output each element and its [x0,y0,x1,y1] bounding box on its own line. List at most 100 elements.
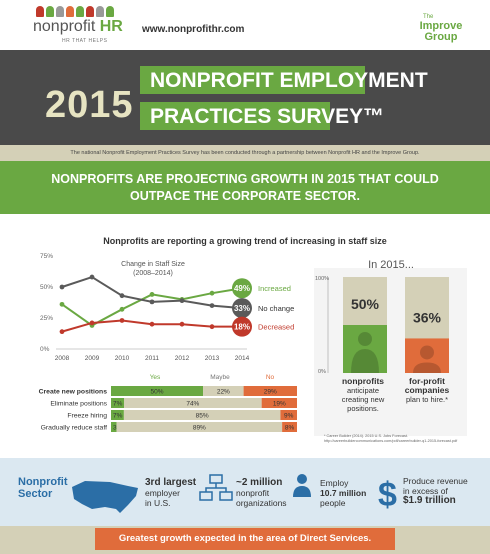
y-tick-label: 0% [40,346,50,353]
stacked-bar-segment [111,410,124,420]
stat2-c: organizations [236,498,287,508]
stat4-a: Produce revenue [403,476,468,486]
bar-value-label: 50% [351,296,380,312]
np-caption-3: positions. [347,404,379,413]
stacked-bar-segment [111,398,125,408]
bar-row-label: Freeze hiring [67,413,107,420]
stat-employer: 3rd largest employer in U.S. [145,477,197,509]
x-tick-label: 2009 [85,355,100,362]
stacked-bar-segment [203,386,244,396]
value-bar [405,338,449,373]
stat1-b: employer [145,488,180,498]
header: nonprofit HR HR THAT HELPS www.nonprofit… [0,0,490,50]
stat-revenue: Produce revenue in excess of $1.9 trilli… [403,476,468,506]
x-tick-label: 2010 [115,355,130,362]
bar-segment-label: 8% [285,425,295,432]
title-line-2: PRACTICES SURVEY™ [140,102,384,130]
people-icons [36,6,114,18]
bar-segment-label: 9% [284,413,294,420]
footnote: * Career Builder (2014). 2015 U.S. Jobs … [324,434,458,443]
end-value-bubble [232,278,252,299]
forprofit-caption: for-profit companies plan to hire.* [398,376,456,405]
np-caption-bold: nonprofits [341,376,385,386]
stat2-b: nonprofit [236,488,270,498]
x-tick-label: 2008 [55,355,70,362]
nonprofit-hr-logo: nonprofit HR [33,18,123,36]
stacked-bar-segment [282,422,297,432]
data-point [179,321,185,327]
bar-segment-label: 19% [273,401,286,408]
stat1-a: 3rd largest [145,477,197,488]
stacked-bar-segment [116,422,283,432]
title-line-1: NONPROFIT EMPLOYMENT [140,66,428,94]
direct-services-banner: Greatest growth expected in the area of … [95,528,395,550]
website-url[interactable]: www.nonprofithr.com [142,24,245,35]
logo-left: nonprofit [33,18,96,35]
partner-the: The [423,14,434,20]
stat2-a: ~2 million [236,477,283,488]
bar-segment-label: 74% [186,401,199,408]
end-value-label: 18% [234,323,250,332]
stacked-bar-segment [111,422,117,432]
data-point [119,293,125,299]
intro-text: The national Nonprofit Employment Practi… [0,145,490,161]
bar-segment-label: 29% [264,389,277,396]
y-tick-label: 25% [40,315,53,322]
data-point [149,299,155,305]
logo-right: HR [99,18,123,35]
stat3-b: 10.7 million [320,488,367,498]
bar-segment-label: 7% [113,413,123,420]
legend-label: No change [258,304,294,313]
bar-segment-label: 22% [217,389,230,396]
data-point [179,298,185,304]
fp-caption-bold-1: for-profit [409,376,445,386]
bar-segment-label: 85% [196,413,209,420]
in-2015-title: In 2015... [368,259,414,271]
bar-row-label: Eliminate positions [50,401,107,408]
bar-row-label: Gradually reduce staff [41,425,107,432]
bar-row-label: Create new positions [39,389,108,396]
bar-segment-label: 50% [151,389,164,396]
stat4-c: $1.9 trillion [403,495,456,506]
data-point [209,303,215,308]
line-chart-title: Change in Staff Size (2008–2014) [78,260,228,278]
x-tick-label: 2012 [175,355,190,362]
stat-employ: Employ 10.7 million people [320,478,366,508]
stat4-b: in excess of [403,486,448,496]
data-point [149,292,155,297]
person-silhouette-icon [351,349,379,373]
stat3-c: people [320,498,346,508]
line-chart-subtitle: (2008–2014) [133,270,173,277]
fp-caption-bold-2: companies [404,385,450,395]
data-point [59,329,65,335]
fp-caption-rest: plan to hire.* [405,395,449,404]
data-point [209,290,215,296]
bar-segment-label: 7% [113,401,123,408]
person-silhouette-icon [358,332,372,346]
improve-group-logo: Improve Group [419,20,463,43]
person-silhouette-icon [420,345,434,360]
data-point [59,301,65,307]
y-tick-label: 50% [40,284,53,291]
line-chart-title-text: Change in Staff Size [121,261,185,268]
person-silhouette-icon [413,362,441,373]
survey-year: 2015 [45,84,134,126]
in-2015-tick: 0% [318,369,326,375]
bar-header-label: No [266,374,275,381]
banner-line-1: NONPROFITS ARE PROJECTING GROWTH IN 2015… [51,172,439,186]
legend-label: Increased [258,284,291,293]
logo-tagline: HR THAT HELPS [62,38,108,44]
x-tick-label: 2013 [205,355,220,362]
np-caption-2: creating new [341,395,385,404]
stat1-c: in U.S. [145,498,171,508]
y-tick-label: 75% [40,253,53,260]
data-point [59,284,65,290]
bar-value-label: 36% [413,309,442,325]
banner-line-2: OUTPACE THE CORPORATE SECTOR. [130,189,360,203]
bar-header-label: Maybe [210,374,230,381]
data-point [149,321,155,327]
stacked-bar-segment [280,410,297,420]
growth-banner: NONPROFITS ARE PROJECTING GROWTH IN 2015… [0,161,490,214]
stacked-bar-segment [124,398,262,408]
